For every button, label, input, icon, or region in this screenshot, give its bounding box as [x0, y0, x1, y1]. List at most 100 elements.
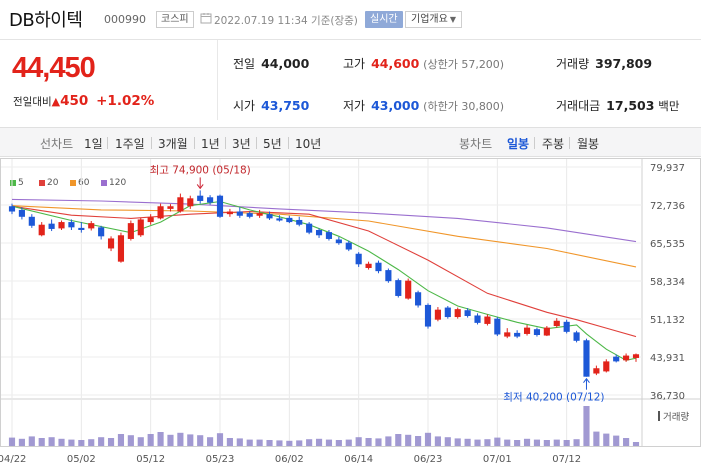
high-annotation: 최고 74,900 (05/18) [150, 164, 251, 176]
period-1y[interactable]: 1년 [201, 137, 220, 151]
volume-bar [296, 440, 303, 446]
legend-swatch [101, 179, 107, 186]
volume-bar [107, 438, 115, 446]
candle [543, 327, 550, 336]
low-cell: 저가 43,000 (하한가 30,800) [343, 97, 504, 114]
volume-bar [18, 438, 25, 446]
company-info-dropdown[interactable]: 기업개요 ▼ [405, 11, 462, 28]
x-tick-label: 05/12 [136, 454, 165, 465]
candle [533, 329, 541, 336]
price-chart[interactable]: 04/22 05/02 05/12 05/23 06/02 06/14 06/23 07/01… [0, 158, 701, 470]
candle [236, 211, 243, 216]
volume-bar [523, 438, 531, 446]
volume-bar [117, 434, 125, 446]
candle [38, 224, 45, 236]
period-5y[interactable]: 5년 [263, 137, 282, 151]
low-label: 저가 [343, 99, 366, 113]
candle [583, 340, 590, 377]
divider [256, 137, 257, 149]
open-value: 43,750 [261, 98, 310, 113]
y-tick-label: 36,730 [650, 391, 685, 402]
high-arrow-icon [196, 184, 204, 190]
volume-bar [593, 431, 600, 446]
candle [197, 195, 204, 201]
volume-bar [563, 440, 570, 446]
volume-bar [226, 438, 233, 446]
legend-ma20: 20 [39, 178, 58, 188]
volume-cell: 거래량 397,809 [556, 55, 652, 72]
candle [78, 227, 85, 230]
legend-label: 5 [18, 178, 24, 188]
candle [464, 310, 471, 317]
price-change: 전일대비▲450 +1.02% [13, 93, 154, 109]
realtime-button[interactable]: 실시간 [365, 11, 403, 28]
candle-weekly[interactable]: 주봉 [542, 137, 565, 151]
volume-bar [385, 436, 392, 446]
candle [315, 229, 323, 236]
candle [246, 213, 253, 217]
candle [58, 222, 65, 229]
period-3y[interactable]: 3년 [232, 137, 251, 151]
y-tick-label: 72,736 [650, 201, 685, 212]
candle [127, 223, 134, 239]
candle-daily[interactable]: 일봉 [507, 137, 530, 151]
timestamp: 2022.07.19 11:34 기준(장중) [214, 15, 358, 27]
volume-bar [613, 435, 620, 446]
volume-bar [78, 440, 85, 446]
volume-bar [177, 432, 184, 446]
volume-bar [355, 437, 362, 446]
upper-limit: (상한가 57,200) [423, 58, 505, 71]
period-1d[interactable]: 1일 [84, 137, 103, 151]
amount-label: 거래대금 [556, 99, 601, 113]
candle [553, 320, 560, 327]
period-3m[interactable]: 3개월 [158, 137, 188, 151]
candle [296, 219, 303, 225]
stock-name: DB하이텍 [9, 10, 83, 31]
candle [8, 206, 16, 212]
volume-bar [236, 438, 243, 446]
candle [48, 223, 55, 229]
volume-bar [48, 437, 55, 446]
stock-header: DB하이텍 000990 코스피 2022.07.19 11:34 기준(장중)… [0, 0, 701, 36]
volume-bar [454, 438, 461, 446]
volume-bar [345, 439, 352, 446]
candle [355, 253, 362, 265]
period-10y[interactable]: 10년 [295, 137, 322, 151]
volume-bar [415, 436, 422, 446]
volume-bar [88, 439, 95, 446]
candle [117, 235, 125, 262]
candle [286, 217, 293, 223]
divider [151, 137, 152, 149]
y-tick-label: 58,334 [650, 277, 685, 288]
divider [569, 137, 570, 149]
period-1w[interactable]: 1주일 [115, 137, 145, 151]
candle-chart-label: 봉차트 [459, 137, 493, 151]
candle [187, 198, 194, 207]
candle [415, 292, 422, 306]
candle [216, 195, 224, 217]
volume-bar [514, 440, 521, 446]
volume-bar [127, 435, 134, 446]
candle [424, 304, 432, 327]
volume-bar [365, 438, 372, 446]
volume-bar [504, 439, 511, 446]
volume-bar [266, 440, 273, 446]
volume-bar [8, 437, 16, 446]
x-tick-label: 06/14 [344, 454, 373, 465]
candle-monthly[interactable]: 월봉 [577, 137, 600, 151]
up-triangle-icon: ▲ [51, 95, 61, 108]
market-badge: 코스피 [156, 11, 194, 28]
high-value: 44,600 [371, 56, 420, 71]
x-tick-label: 05/02 [67, 454, 96, 465]
company-info-label: 기업개요 [411, 14, 448, 25]
high-cell: 고가 44,600 (상한가 57,200) [343, 55, 504, 72]
change-value: 450 [60, 93, 89, 109]
candle [276, 218, 283, 221]
volume-bar [335, 440, 342, 446]
candle [107, 238, 115, 249]
candle [18, 209, 25, 217]
candle [68, 222, 75, 228]
candle [256, 213, 263, 216]
candle [207, 197, 214, 203]
x-tick-label: 06/02 [275, 454, 304, 465]
